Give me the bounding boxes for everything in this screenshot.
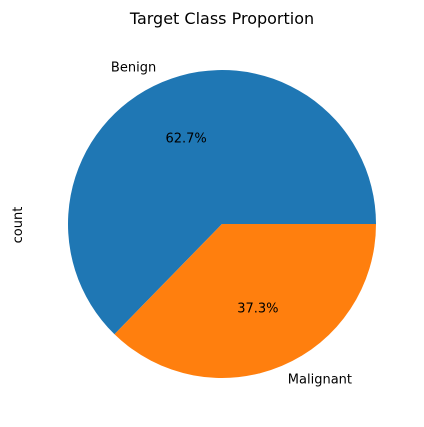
pie-slice-benign (67, 69, 376, 335)
y-axis-label: count (11, 207, 26, 244)
pie-percent-malignant: 37.3% (237, 302, 278, 317)
pie-slice-labels: Benign Malignant (111, 60, 352, 387)
pie-slices (67, 69, 376, 378)
chart-title: Target Class Proportion (129, 9, 314, 28)
pie-label-malignant: Malignant (288, 373, 352, 388)
pie-percent-labels: 62.7% 37.3% (165, 131, 278, 316)
pie-label-benign: Benign (111, 60, 156, 75)
pie-slice-malignant (114, 224, 376, 378)
pie-percent-benign: 62.7% (165, 131, 206, 146)
